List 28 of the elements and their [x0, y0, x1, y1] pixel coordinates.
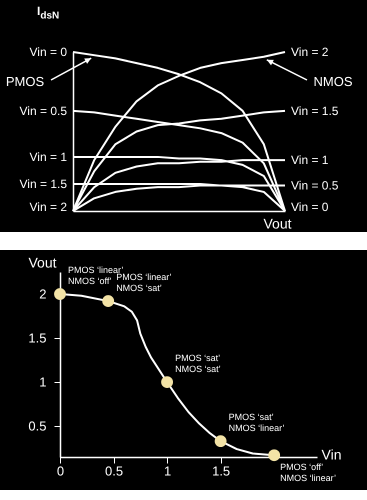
text: Vin = 2: [30, 200, 68, 214]
y-tick-label: 2: [39, 286, 46, 302]
y-axis-title: Vout: [28, 254, 57, 270]
x-tick-label: 1: [164, 464, 172, 478]
annotation: PMOS ‘off’ NMOS ‘linear’: [280, 462, 336, 484]
series-label: Vin = 0: [30, 45, 68, 59]
annotation: PMOS ‘linear’ NMOS ‘sat’: [116, 272, 172, 294]
series-label: Vin = 2: [291, 45, 329, 59]
series-label: Vin = 1.5: [20, 176, 68, 191]
x-axis-title: Vout: [263, 216, 292, 232]
x-tick-label: 0: [56, 464, 64, 478]
series-label: Vin = 0.5: [291, 178, 339, 193]
y-tick-label: 1: [39, 374, 46, 390]
text: Vin = 0: [291, 200, 329, 214]
x-axis-title: Vin: [322, 446, 342, 462]
series-label: Vin = 1: [291, 153, 329, 168]
y-tick-label: 1.5: [28, 330, 46, 346]
series-label: Vin = 1: [30, 150, 68, 164]
x-tick-label: 1.5: [212, 464, 230, 478]
text: NMOS: [314, 74, 353, 89]
annotation: PMOS ‘sat’ NMOS ‘sat’: [175, 353, 221, 374]
x-tick-label: 0.5: [105, 464, 124, 478]
series-label: Vin = 1.5: [291, 104, 339, 118]
y-axis-title: I$_{dsN}$: [37, 4, 60, 22]
text: PMOS: [6, 74, 44, 89]
annotation: PMOS ‘sat’ NMOS ‘linear’: [228, 412, 284, 434]
y-tick-label: 0.5: [28, 418, 46, 434]
series-label: Vin = 0.5: [20, 104, 68, 118]
